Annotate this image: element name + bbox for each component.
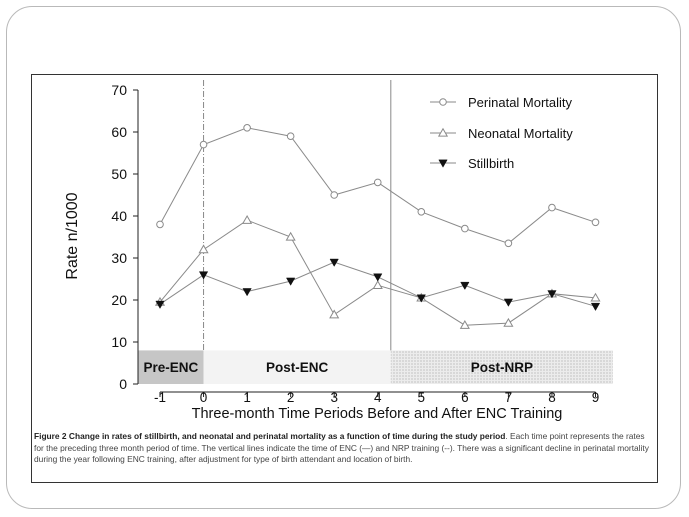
series-neonatal-mortality xyxy=(154,214,601,329)
y-axis-title: Rate n/1000 xyxy=(64,192,81,279)
data-point-1-7 xyxy=(459,319,470,329)
phase-label-2: Post-NRP xyxy=(471,360,533,375)
data-point-0-9 xyxy=(548,203,556,212)
data-point-2-0 xyxy=(155,300,165,309)
x-tick-label-5: 4 xyxy=(374,390,382,405)
y-tick-label-2: 20 xyxy=(111,292,127,308)
x-tick-label-9: 8 xyxy=(548,390,556,405)
caption-text: . Each time point represents the rates f… xyxy=(34,431,649,465)
data-point-2-5 xyxy=(373,273,383,282)
data-point-2-1 xyxy=(198,271,209,280)
x-tick-label-0: -1 xyxy=(154,390,166,405)
data-point-2-2 xyxy=(242,288,252,297)
data-point-1-5 xyxy=(372,280,383,289)
data-point-2-3 xyxy=(286,277,296,286)
x-axis-title: Three-month Time Periods Before and Afte… xyxy=(192,406,563,422)
series-stillbirth xyxy=(155,258,601,312)
series-perinatal-mortality xyxy=(156,124,600,248)
x-tick-label-8: 7 xyxy=(505,390,513,405)
phase-band-0 xyxy=(138,350,204,384)
y-tick-label-5: 50 xyxy=(111,166,127,182)
x-tick-label-10: 9 xyxy=(592,390,600,405)
x-tick-label-1: 0 xyxy=(200,390,208,405)
data-point-0-2 xyxy=(243,124,251,132)
data-point-0-8 xyxy=(504,239,513,248)
legend-marker-0 xyxy=(439,98,447,106)
legend-label-2: Stillbirth xyxy=(468,156,514,171)
y-tick-label-0: 0 xyxy=(119,376,127,392)
phase-label-0: Pre-ENC xyxy=(144,360,199,375)
data-point-0-10 xyxy=(591,218,600,227)
y-tick-label-3: 30 xyxy=(111,250,127,266)
legend-label-1: Neonatal Mortality xyxy=(468,126,573,141)
legend: Perinatal Mortality Neonatal Mortality Sti… xyxy=(430,95,573,171)
x-tick-label-6: 5 xyxy=(418,390,426,405)
data-point-0-5 xyxy=(373,178,382,187)
data-point-2-9 xyxy=(547,290,557,299)
data-point-1-2 xyxy=(242,214,253,224)
data-point-1-1 xyxy=(198,244,209,254)
data-point-2-4 xyxy=(329,258,339,267)
y-tick-label-1: 10 xyxy=(111,334,127,350)
data-point-0-1 xyxy=(199,140,208,149)
data-point-0-0 xyxy=(156,220,164,229)
phase-label-1: Post-ENC xyxy=(266,360,329,375)
legend-marker-1 xyxy=(437,127,449,137)
x-tick-label-4: 3 xyxy=(330,390,338,405)
legend-label-0: Perinatal Mortality xyxy=(468,95,573,110)
caption-title: Figure 2 Change in rates of stillbirth, … xyxy=(34,431,506,441)
data-point-0-6 xyxy=(417,208,426,216)
data-point-0-7 xyxy=(461,224,469,233)
y-tick-label-6: 60 xyxy=(111,124,127,140)
data-point-2-6 xyxy=(416,294,426,303)
data-point-1-3 xyxy=(285,231,296,241)
y-tick-label-7: 70 xyxy=(111,82,127,98)
data-point-0-4 xyxy=(330,191,339,199)
data-point-1-4 xyxy=(329,309,340,319)
data-point-0-3 xyxy=(286,132,295,140)
series-line-1 xyxy=(159,219,596,326)
data-point-2-7 xyxy=(460,281,470,291)
data-point-2-10 xyxy=(590,302,601,312)
data-point-1-8 xyxy=(503,317,514,327)
phase-band-2 xyxy=(390,350,613,384)
data-point-2-8 xyxy=(503,298,514,307)
figure-box xyxy=(31,74,658,483)
y-tick-label-4: 40 xyxy=(111,208,127,224)
data-point-1-10 xyxy=(590,292,601,302)
x-tick-label-3: 2 xyxy=(287,390,295,405)
figure-caption: Figure 2 Change in rates of stillbirth, … xyxy=(34,431,652,466)
phase-band-1 xyxy=(203,350,391,384)
legend-marker-2 xyxy=(438,159,448,168)
x-tick-label-2: 1 xyxy=(243,390,251,405)
x-tick-label-7: 6 xyxy=(461,390,469,405)
